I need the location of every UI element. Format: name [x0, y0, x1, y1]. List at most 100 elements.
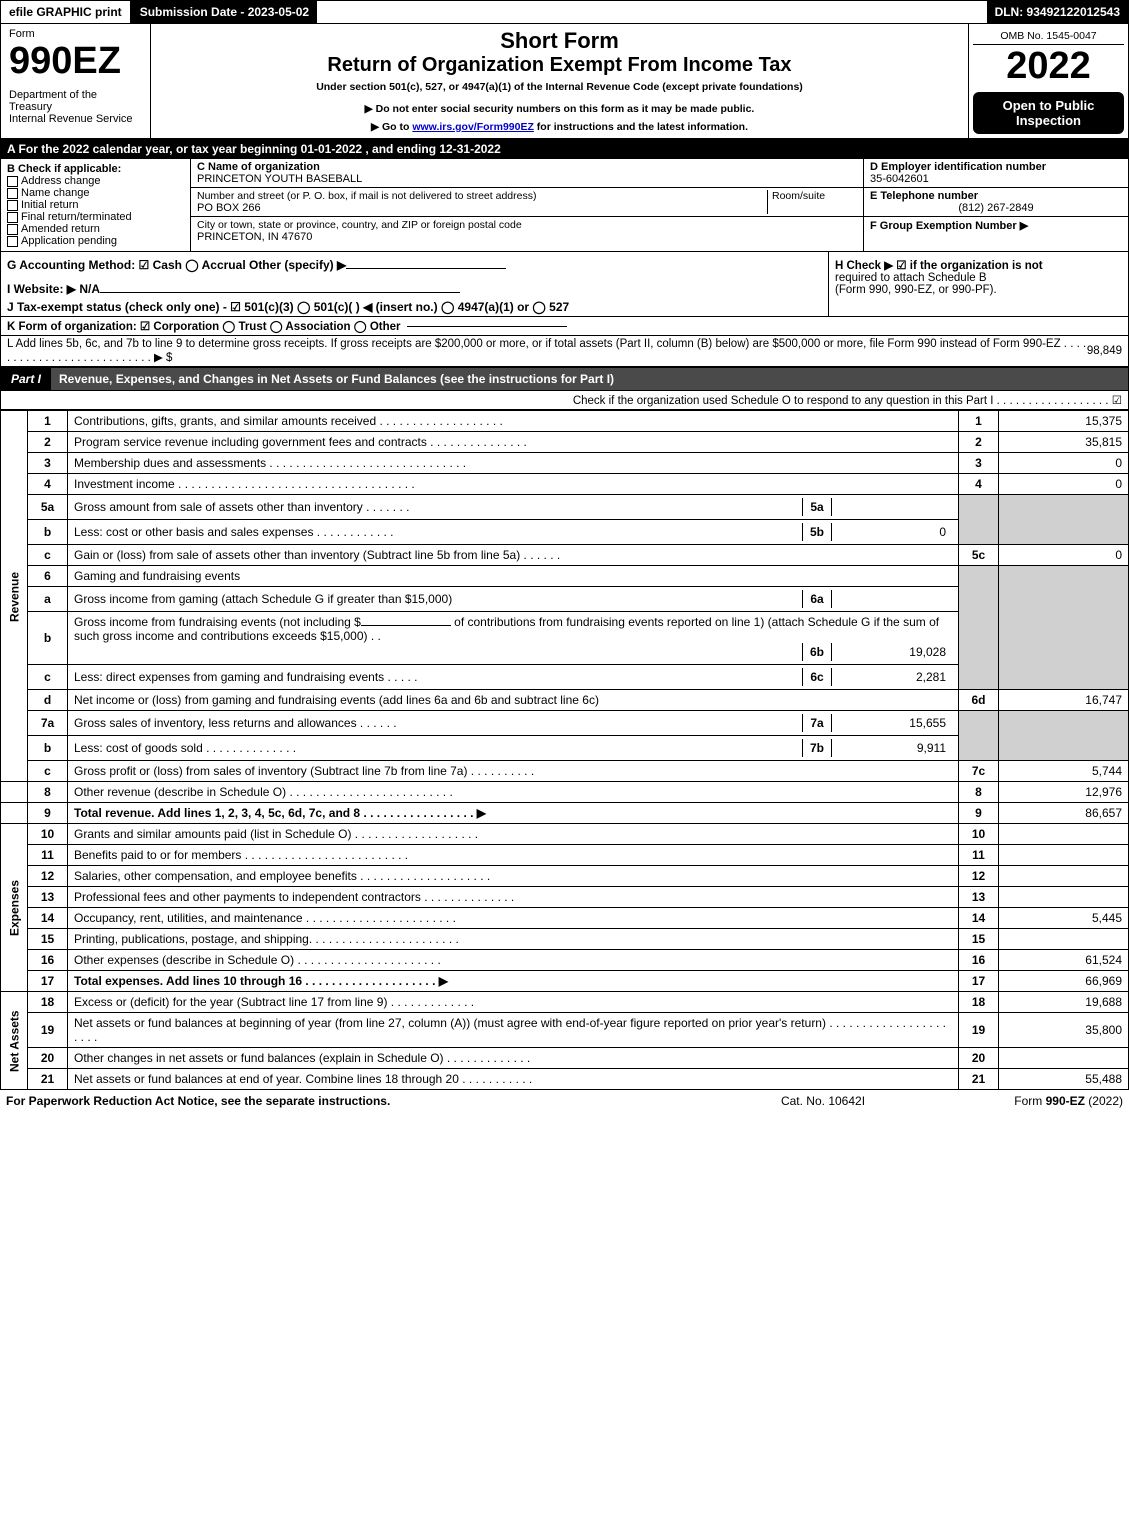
chk-amended-return[interactable]: Amended return: [7, 223, 184, 235]
open-inspection-badge: Open to Public Inspection: [973, 92, 1124, 134]
sections-d-e-f: D Employer identification number 35-6042…: [863, 159, 1128, 251]
chk-name-change[interactable]: Name change: [7, 187, 184, 199]
row-14: 14Occupancy, rent, utilities, and mainte…: [1, 908, 1129, 929]
row-7c: cGross profit or (loss) from sales of in…: [1, 761, 1129, 782]
section-f: F Group Exemption Number ▶: [864, 217, 1128, 234]
section-e: E Telephone number (812) 267-2849: [864, 188, 1128, 217]
part-1-check: Check if the organization used Schedule …: [0, 391, 1129, 410]
submission-date: Submission Date - 2023-05-02: [132, 1, 317, 23]
row-11: 11Benefits paid to or for members . . . …: [1, 845, 1129, 866]
group-exemption-label: F Group Exemption Number ▶: [870, 220, 1028, 232]
room-suite-label: Room/suite: [767, 190, 857, 214]
sidelabel-revenue: Revenue: [1, 411, 28, 782]
section-g: G Accounting Method: ☑ Cash ◯ Accrual Ot…: [1, 252, 828, 316]
addr-label: Number and street (or P. O. box, if mail…: [197, 190, 536, 202]
row-21: 21Net assets or fund balances at end of …: [1, 1069, 1129, 1090]
section-j: J Tax-exempt status (check only one) - ☑…: [7, 300, 822, 314]
note2-post: for instructions and the latest informat…: [534, 121, 748, 133]
org-name: PRINCETON YOUTH BASEBALL: [197, 173, 362, 185]
dln: DLN: 93492122012543: [987, 1, 1128, 23]
addr-value: PO BOX 266: [197, 202, 261, 214]
section-l: L Add lines 5b, 6c, and 7b to line 9 to …: [0, 336, 1129, 367]
footer-left: For Paperwork Reduction Act Notice, see …: [6, 1094, 723, 1108]
ein-value: 35-6042601: [870, 173, 929, 185]
row-13: 13Professional fees and other payments t…: [1, 887, 1129, 908]
section-h-line2: required to attach Schedule B: [835, 272, 1122, 284]
top-bar: efile GRAPHIC print Submission Date - 20…: [0, 0, 1129, 24]
city-row: City or town, state or province, country…: [191, 217, 863, 245]
accounting-method: G Accounting Method: ☑ Cash ◯ Accrual Ot…: [7, 258, 346, 272]
row-12: 12Salaries, other compensation, and empl…: [1, 866, 1129, 887]
row-18: Net Assets 18Excess or (deficit) for the…: [1, 992, 1129, 1013]
sidelabel-expenses: Expenses: [1, 824, 28, 992]
chk-application-pending[interactable]: Application pending: [7, 235, 184, 247]
row-3: 3Membership dues and assessments . . . .…: [1, 453, 1129, 474]
row-2: 2Program service revenue including gover…: [1, 432, 1129, 453]
note-ssn: ▶ Do not enter social security numbers o…: [159, 103, 960, 115]
sidelabel-net-assets: Net Assets: [1, 992, 28, 1090]
section-k: K Form of organization: ☑ Corporation ◯ …: [0, 317, 1129, 336]
row-5c: cGain or (loss) from sale of assets othe…: [1, 545, 1129, 566]
part-1-tab: Part I: [1, 368, 51, 390]
phone-value: (812) 267-2849: [870, 202, 1122, 214]
section-h: H Check ▶ ☑ if the organization is not r…: [828, 252, 1128, 316]
section-b-title: B Check if applicable:: [7, 163, 184, 175]
row-6: 6Gaming and fundraising events: [1, 566, 1129, 587]
header-right: OMB No. 1545-0047 2022 Open to Public In…: [968, 24, 1128, 138]
header-left: Form 990EZ Department of the Treasury In…: [1, 24, 151, 138]
gross-receipts-value: 98,849: [1087, 345, 1122, 357]
row-6d: dNet income or (loss) from gaming and fu…: [1, 690, 1129, 711]
irs-link[interactable]: www.irs.gov/Form990EZ: [412, 121, 534, 133]
tax-year: 2022: [973, 45, 1124, 88]
section-c: C Name of organization PRINCETON YOUTH B…: [191, 159, 863, 251]
row-5a: 5aGross amount from sale of assets other…: [1, 495, 1129, 520]
chk-address-change[interactable]: Address change: [7, 175, 184, 187]
ein-label: D Employer identification number: [870, 161, 1046, 173]
org-name-row: C Name of organization PRINCETON YOUTH B…: [191, 159, 863, 188]
form-number: 990EZ: [9, 40, 142, 83]
row-20: 20Other changes in net assets or fund ba…: [1, 1048, 1129, 1069]
row-15: 15Printing, publications, postage, and s…: [1, 929, 1129, 950]
section-h-line1: H Check ▶ ☑ if the organization is not: [835, 258, 1122, 272]
section-i: I Website: ▶ N/A: [7, 282, 822, 296]
phone-label: E Telephone number: [870, 190, 978, 202]
section-h-line3: (Form 990, 990-EZ, or 990-PF).: [835, 284, 1122, 296]
section-c-label: C Name of organization: [197, 161, 320, 173]
address-row: Number and street (or P. O. box, if mail…: [191, 188, 863, 217]
part-1-check-text: Check if the organization used Schedule …: [573, 393, 1122, 407]
main-title: Return of Organization Exempt From Incom…: [159, 54, 960, 77]
sections-b-through-f: B Check if applicable: Address change Na…: [0, 159, 1129, 252]
subtitle: Under section 501(c), 527, or 4947(a)(1)…: [159, 81, 960, 93]
row-1: Revenue 1Contributions, gifts, grants, a…: [1, 411, 1129, 432]
row-17: 17Total expenses. Add lines 10 through 1…: [1, 971, 1129, 992]
sections-g-h: G Accounting Method: ☑ Cash ◯ Accrual Ot…: [0, 252, 1129, 317]
city-label: City or town, state or province, country…: [197, 219, 522, 231]
section-b: B Check if applicable: Address change Na…: [1, 159, 191, 251]
header-mid: Short Form Return of Organization Exempt…: [151, 24, 968, 138]
footer-mid: Cat. No. 10642I: [723, 1094, 923, 1108]
form-word: Form: [9, 28, 142, 40]
row-7a: 7aGross sales of inventory, less returns…: [1, 711, 1129, 736]
note-goto: ▶ Go to www.irs.gov/Form990EZ for instru…: [159, 121, 960, 133]
dept-treasury: Department of the Treasury: [9, 89, 142, 113]
row-16: 16Other expenses (describe in Schedule O…: [1, 950, 1129, 971]
form-of-organization: K Form of organization: ☑ Corporation ◯ …: [7, 319, 401, 333]
part-1-table: Revenue 1Contributions, gifts, grants, a…: [0, 410, 1129, 1090]
form-header: Form 990EZ Department of the Treasury In…: [0, 24, 1129, 139]
chk-final-return[interactable]: Final return/terminated: [7, 211, 184, 223]
note2-pre: ▶ Go to: [371, 121, 412, 133]
omb-number: OMB No. 1545-0047: [973, 28, 1124, 45]
chk-initial-return[interactable]: Initial return: [7, 199, 184, 211]
row-4: 4Investment income . . . . . . . . . . .…: [1, 474, 1129, 495]
dept-irs: Internal Revenue Service: [9, 113, 142, 125]
part-1-title: Revenue, Expenses, and Changes in Net As…: [51, 368, 1128, 390]
section-a: A For the 2022 calendar year, or tax yea…: [0, 139, 1129, 159]
row-19: 19Net assets or fund balances at beginni…: [1, 1013, 1129, 1048]
efile-print[interactable]: efile GRAPHIC print: [1, 1, 132, 23]
page-footer: For Paperwork Reduction Act Notice, see …: [0, 1090, 1129, 1112]
part-1-header: Part I Revenue, Expenses, and Changes in…: [0, 367, 1129, 391]
tax-exempt-status: J Tax-exempt status (check only one) - ☑…: [7, 300, 569, 314]
section-d: D Employer identification number 35-6042…: [864, 159, 1128, 188]
section-l-text: L Add lines 5b, 6c, and 7b to line 9 to …: [7, 338, 1087, 364]
row-9: 9Total revenue. Add lines 1, 2, 3, 4, 5c…: [1, 803, 1129, 824]
